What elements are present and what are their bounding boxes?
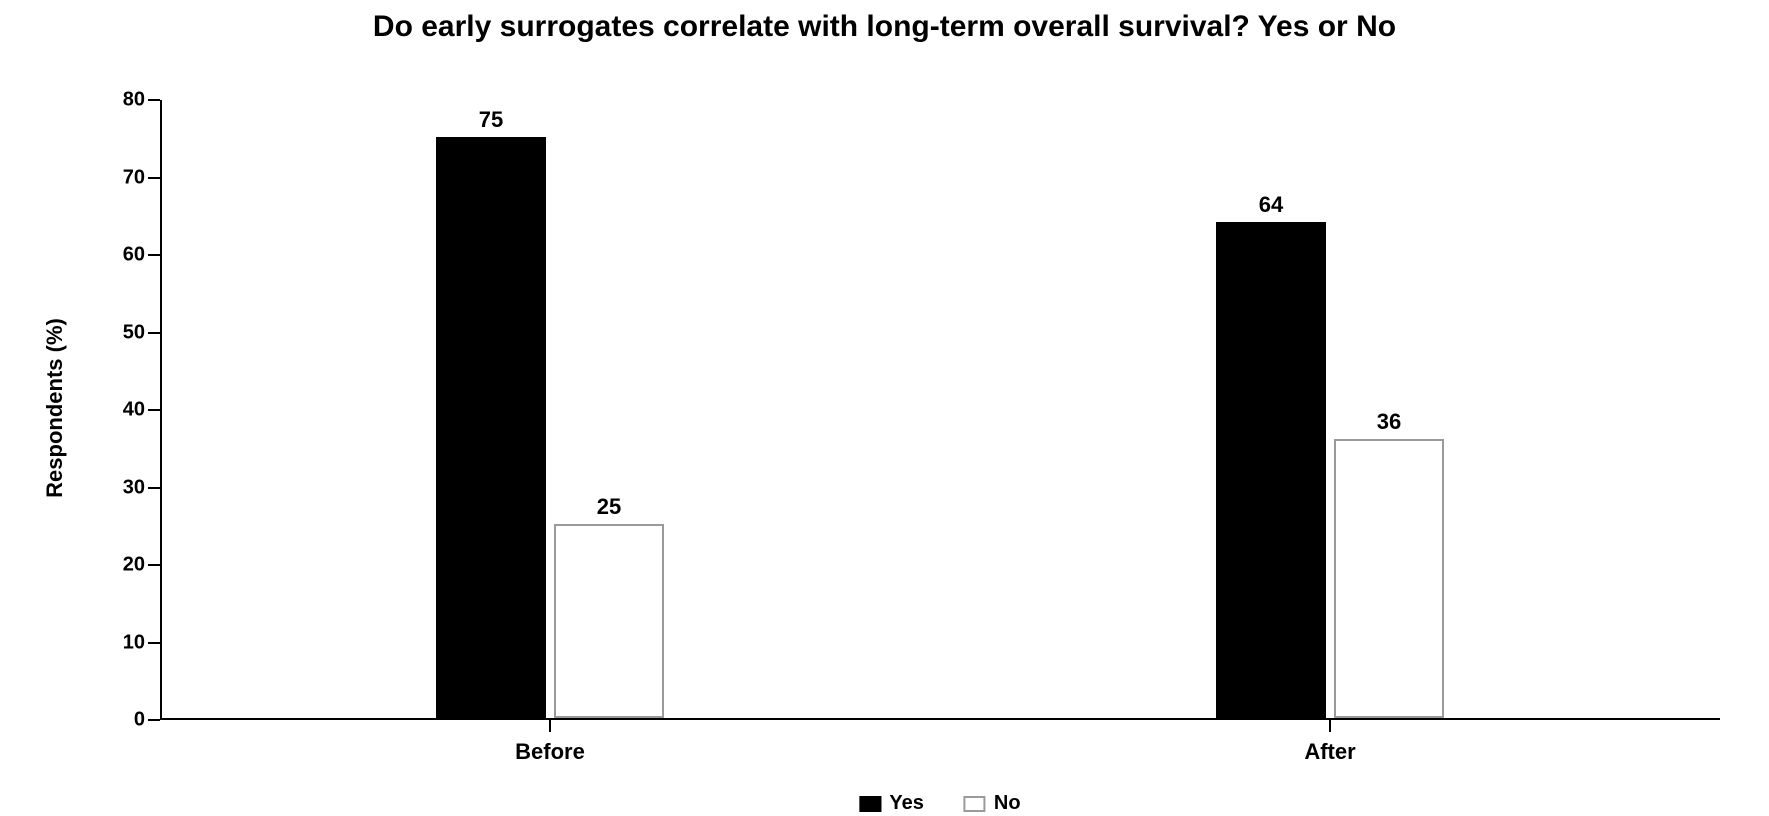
y-tick-label: 40 xyxy=(100,399,145,422)
x-axis-line xyxy=(160,718,1720,720)
y-tick xyxy=(148,564,160,566)
x-category-label: Before xyxy=(515,739,585,765)
y-tick xyxy=(148,719,160,721)
legend-label: Yes xyxy=(889,792,923,815)
x-tick xyxy=(1329,720,1331,732)
y-tick xyxy=(148,642,160,644)
bar xyxy=(1216,222,1326,718)
plot-area: YesNo 01020304050607080Before7525After64… xyxy=(160,100,1720,720)
bar-value-label: 64 xyxy=(1259,192,1283,218)
x-tick xyxy=(549,720,551,732)
legend-item: Yes xyxy=(859,792,923,815)
y-tick-label: 50 xyxy=(100,321,145,344)
y-tick xyxy=(148,254,160,256)
y-tick xyxy=(148,332,160,334)
y-tick-label: 20 xyxy=(100,554,145,577)
y-tick-label: 30 xyxy=(100,476,145,499)
chart-title: Do early surrogates correlate with long-… xyxy=(0,10,1769,44)
y-axis-line xyxy=(160,100,162,720)
x-category-label: After xyxy=(1304,739,1355,765)
y-tick xyxy=(148,99,160,101)
bar xyxy=(554,524,664,718)
bar xyxy=(436,137,546,718)
legend-swatch xyxy=(859,796,881,812)
y-tick xyxy=(148,487,160,489)
y-tick-label: 80 xyxy=(100,89,145,112)
bar-value-label: 25 xyxy=(597,494,621,520)
legend-swatch xyxy=(964,796,986,812)
legend: Yes No xyxy=(859,792,1020,815)
chart-container: Do early surrogates correlate with long-… xyxy=(0,0,1769,816)
y-tick-label: 60 xyxy=(100,244,145,267)
y-tick xyxy=(148,409,160,411)
y-tick xyxy=(148,177,160,179)
bar-value-label: 36 xyxy=(1377,409,1401,435)
y-tick-label: 10 xyxy=(100,631,145,654)
bar-value-label: 75 xyxy=(479,107,503,133)
legend-label: No xyxy=(994,792,1021,815)
y-tick-label: 0 xyxy=(100,709,145,732)
bar xyxy=(1334,439,1444,718)
y-tick-label: 70 xyxy=(100,166,145,189)
y-axis-title: Respondents (%) xyxy=(42,318,68,498)
legend-item: No xyxy=(964,792,1021,815)
